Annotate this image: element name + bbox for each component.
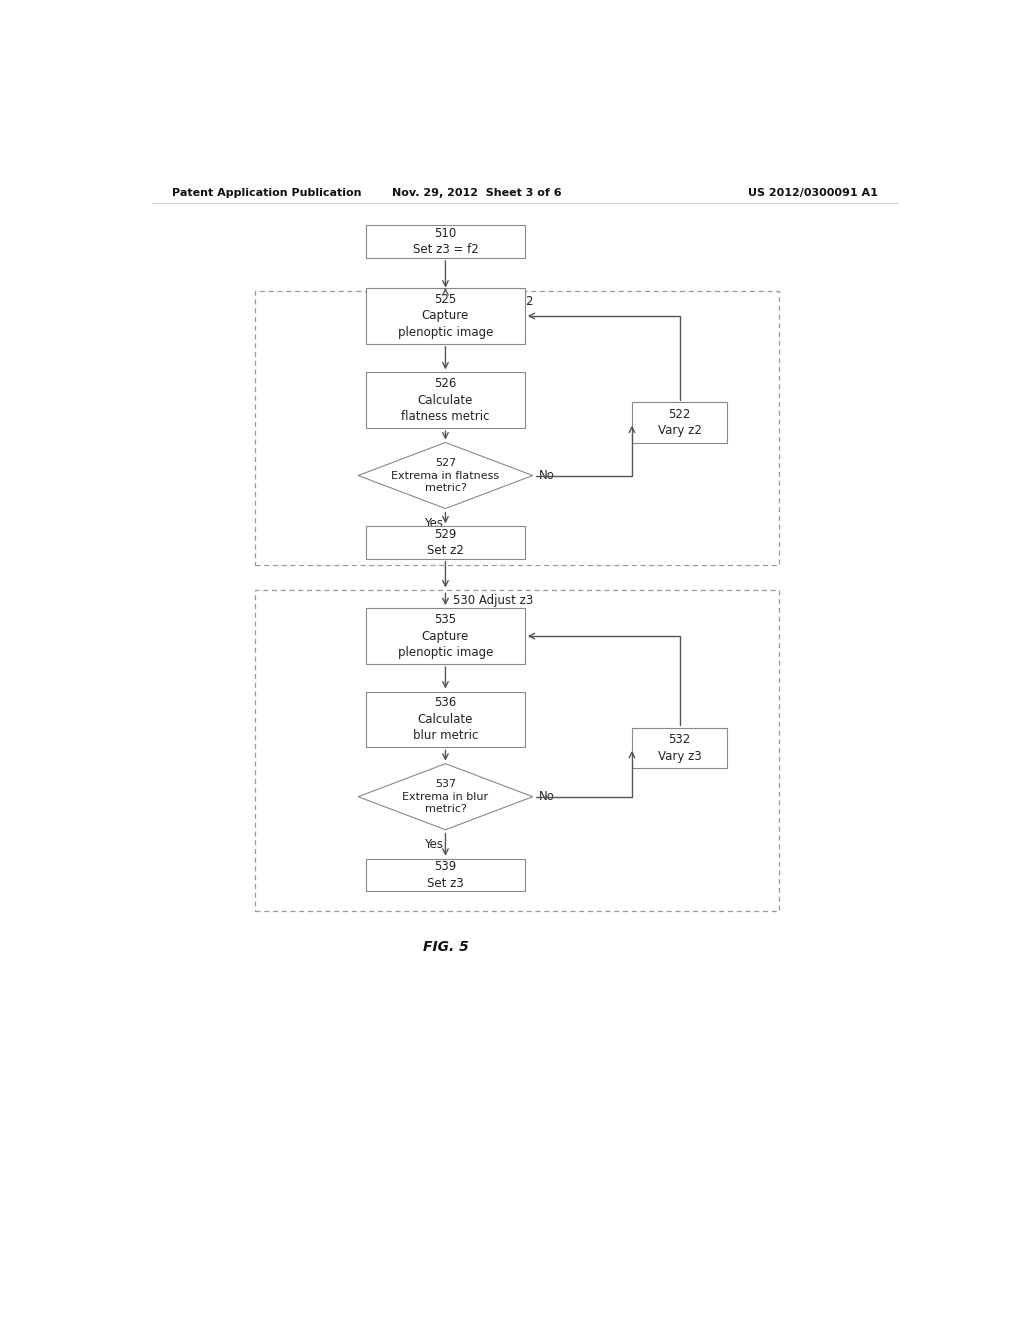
Text: 529
Set z2: 529 Set z2 — [427, 528, 464, 557]
Text: 510
Set z3 = f2: 510 Set z3 = f2 — [413, 227, 478, 256]
Text: 536
Calculate
blur metric: 536 Calculate blur metric — [413, 697, 478, 742]
Polygon shape — [358, 764, 532, 830]
Bar — [632, 403, 727, 444]
Text: No: No — [539, 469, 555, 482]
Text: 535
Capture
plenoptic image: 535 Capture plenoptic image — [397, 612, 494, 659]
Polygon shape — [358, 442, 532, 508]
Bar — [367, 372, 524, 428]
Text: No: No — [539, 791, 555, 803]
Text: 527
Extrema in flatness
metric?: 527 Extrema in flatness metric? — [391, 458, 500, 494]
Bar — [255, 590, 778, 911]
Bar — [367, 527, 524, 558]
Text: Yes: Yes — [424, 516, 443, 529]
Text: 526
Calculate
flatness metric: 526 Calculate flatness metric — [401, 378, 489, 424]
Bar — [632, 727, 727, 768]
Bar — [367, 692, 524, 747]
Text: 539
Set z3: 539 Set z3 — [427, 861, 464, 890]
Text: 532
Vary z3: 532 Vary z3 — [657, 733, 701, 763]
Text: Patent Application Publication: Patent Application Publication — [172, 187, 361, 198]
Text: 522
Vary z2: 522 Vary z2 — [657, 408, 701, 437]
Text: 537
Extrema in blur
metric?: 537 Extrema in blur metric? — [402, 779, 488, 814]
Text: 530 Adjust z3: 530 Adjust z3 — [454, 594, 534, 607]
Text: 520 Adjust z2: 520 Adjust z2 — [454, 294, 534, 308]
Bar — [367, 226, 524, 257]
Bar — [367, 859, 524, 891]
Bar — [367, 288, 524, 345]
Bar — [255, 290, 778, 565]
Text: 525
Capture
plenoptic image: 525 Capture plenoptic image — [397, 293, 494, 339]
Bar — [367, 609, 524, 664]
Text: Yes: Yes — [424, 838, 443, 851]
Text: US 2012/0300091 A1: US 2012/0300091 A1 — [749, 187, 878, 198]
Text: Nov. 29, 2012  Sheet 3 of 6: Nov. 29, 2012 Sheet 3 of 6 — [392, 187, 562, 198]
Text: FIG. 5: FIG. 5 — [423, 940, 468, 954]
